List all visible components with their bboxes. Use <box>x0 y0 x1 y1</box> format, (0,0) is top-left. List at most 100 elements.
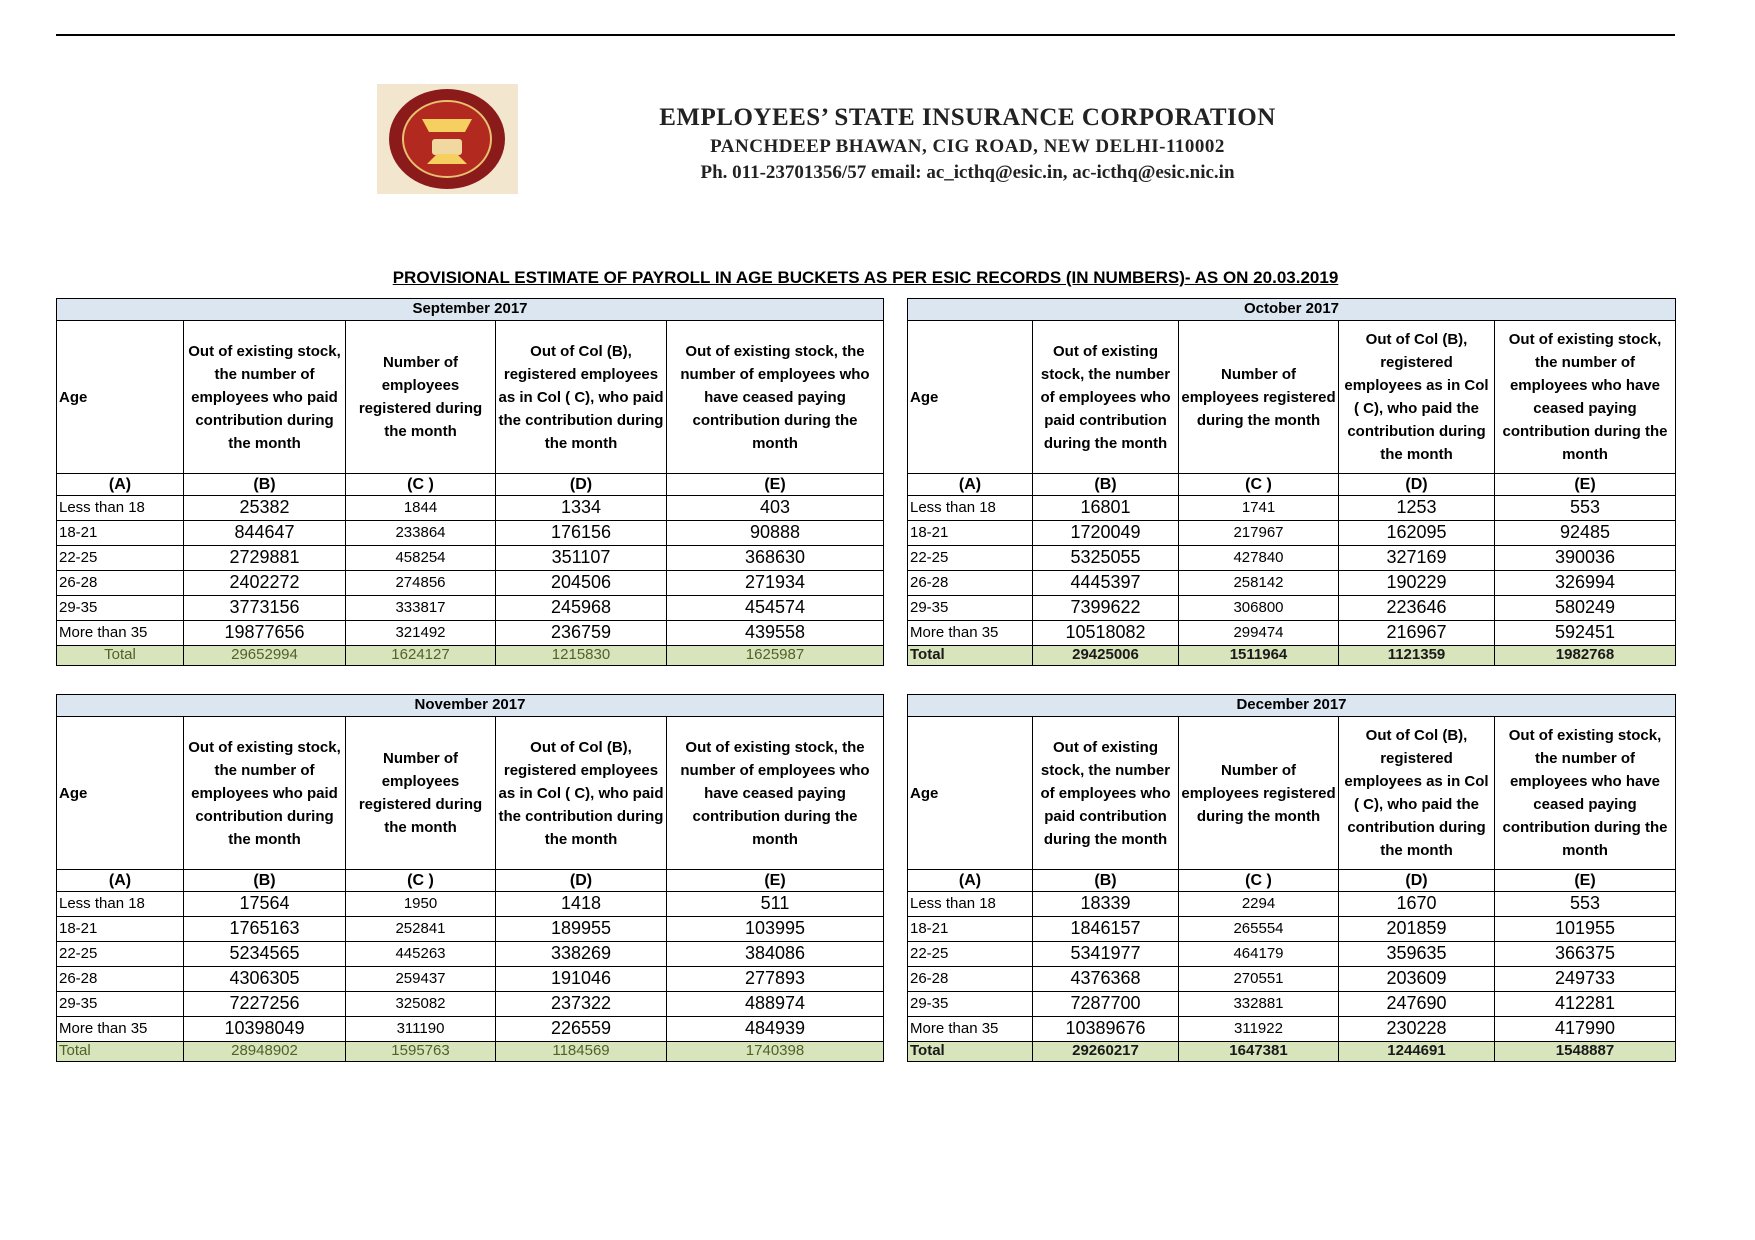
total-label: Total <box>907 1041 1033 1062</box>
age-bucket: More than 35 <box>56 1016 184 1042</box>
column-letter: (E) <box>666 869 884 892</box>
age-bucket: 29-35 <box>56 991 184 1017</box>
cell-b: 19877656 <box>183 620 346 646</box>
table-row: 26-28 4445397 258142 190229 326994 <box>907 570 1676 596</box>
table-row: 22-25 5341977 464179 359635 366375 <box>907 941 1676 967</box>
column-letter: (C ) <box>1178 869 1339 892</box>
column-header: Number of employees registered during th… <box>1178 320 1339 474</box>
total-c: 1647381 <box>1178 1041 1339 1062</box>
age-bucket: 18-21 <box>56 916 184 942</box>
total-d: 1121359 <box>1338 645 1495 666</box>
cell-b: 10518082 <box>1032 620 1179 646</box>
cell-e: 412281 <box>1494 991 1676 1017</box>
cell-b: 4376368 <box>1032 966 1179 992</box>
cell-d: 226559 <box>495 1016 667 1042</box>
table-row: Less than 18 18339 2294 1670 553 <box>907 891 1676 917</box>
cell-e: 90888 <box>666 520 884 546</box>
total-d: 1244691 <box>1338 1041 1495 1062</box>
total-label: Total <box>56 1041 184 1062</box>
cell-e: 454574 <box>666 595 884 621</box>
cell-b: 7287700 <box>1032 991 1179 1017</box>
column-letter: (A) <box>907 473 1033 496</box>
month-header: December 2017 <box>907 694 1676 717</box>
month-header: September 2017 <box>56 298 884 321</box>
cell-e: 277893 <box>666 966 884 992</box>
cell-b: 2402272 <box>183 570 346 596</box>
cell-c: 299474 <box>1178 620 1339 646</box>
table-row: Less than 18 17564 1950 1418 511 <box>56 891 884 917</box>
cell-d: 216967 <box>1338 620 1495 646</box>
column-header: Number of employees registered during th… <box>1178 716 1339 870</box>
total-b: 29425006 <box>1032 645 1179 666</box>
payroll-table-november-2017: November 2017 Age Out of existing stock, t… <box>56 694 884 1062</box>
cell-d: 1418 <box>495 891 667 917</box>
cell-b: 4445397 <box>1032 570 1179 596</box>
age-bucket: 29-35 <box>907 991 1033 1017</box>
table-row: 29-35 3773156 333817 245968 454574 <box>56 595 884 621</box>
cell-c: 332881 <box>1178 991 1339 1017</box>
column-header: Out of existing stock, the number of emp… <box>1032 320 1179 474</box>
total-b: 28948902 <box>183 1041 346 1062</box>
cell-b: 17564 <box>183 891 346 917</box>
age-bucket: Less than 18 <box>56 495 184 521</box>
age-bucket: 18-21 <box>56 520 184 546</box>
cell-b: 7227256 <box>183 991 346 1017</box>
cell-c: 333817 <box>345 595 496 621</box>
age-bucket: 26-28 <box>907 570 1033 596</box>
age-bucket: More than 35 <box>907 1016 1033 1042</box>
cell-c: 311190 <box>345 1016 496 1042</box>
age-bucket: Less than 18 <box>56 891 184 917</box>
cell-d: 351107 <box>495 545 667 571</box>
cell-e: 403 <box>666 495 884 521</box>
table-row: 29-35 7399622 306800 223646 580249 <box>907 595 1676 621</box>
cell-b: 10398049 <box>183 1016 346 1042</box>
total-d: 1215830 <box>495 645 667 666</box>
cell-d: 245968 <box>495 595 667 621</box>
column-letter: (B) <box>183 869 346 892</box>
age-bucket: 26-28 <box>56 570 184 596</box>
cell-d: 359635 <box>1338 941 1495 967</box>
column-header: Out of existing stock, the number of emp… <box>1494 320 1676 474</box>
column-header: Out of existing stock, the number of emp… <box>183 320 346 474</box>
cell-d: 1670 <box>1338 891 1495 917</box>
column-header: Age <box>907 716 1033 870</box>
cell-e: 511 <box>666 891 884 917</box>
cell-e: 249733 <box>1494 966 1676 992</box>
cell-b: 4306305 <box>183 966 346 992</box>
age-bucket: 18-21 <box>907 520 1033 546</box>
letterhead: EMPLOYEES’ STATE INSURANCE CORPORATION P… <box>560 104 1375 184</box>
column-letter: (E) <box>1494 869 1676 892</box>
table-row: More than 35 19877656 321492 236759 439558 <box>56 620 884 646</box>
cell-b: 18339 <box>1032 891 1179 917</box>
cell-d: 189955 <box>495 916 667 942</box>
cell-c: 445263 <box>345 941 496 967</box>
payroll-table-october-2017: October 2017 Age Out of existing stock, th… <box>907 298 1676 666</box>
cell-b: 1846157 <box>1032 916 1179 942</box>
cell-c: 325082 <box>345 991 496 1017</box>
cell-d: 338269 <box>495 941 667 967</box>
cell-d: 203609 <box>1338 966 1495 992</box>
cell-c: 233864 <box>345 520 496 546</box>
cell-b: 1765163 <box>183 916 346 942</box>
column-header: Out of existing stock, the number of emp… <box>183 716 346 870</box>
table-row: More than 35 10518082 299474 216967 592451 <box>907 620 1676 646</box>
cell-c: 259437 <box>345 966 496 992</box>
cell-d: 327169 <box>1338 545 1495 571</box>
cell-c: 1844 <box>345 495 496 521</box>
table-row: 22-25 2729881 458254 351107 368630 <box>56 545 884 571</box>
table-row: 18-21 1765163 252841 189955 103995 <box>56 916 884 942</box>
cell-b: 2729881 <box>183 545 346 571</box>
table-row: Less than 18 16801 1741 1253 553 <box>907 495 1676 521</box>
total-e: 1740398 <box>666 1041 884 1062</box>
cell-b: 5341977 <box>1032 941 1179 967</box>
table-row: 18-21 1720049 217967 162095 92485 <box>907 520 1676 546</box>
column-letter: (E) <box>1494 473 1676 496</box>
org-address: PANCHDEEP BHAWAN, CIG ROAD, NEW DELHI-11… <box>710 136 1225 157</box>
cell-e: 101955 <box>1494 916 1676 942</box>
column-header: Number of employees registered during th… <box>345 320 496 474</box>
total-label: Total <box>907 645 1033 666</box>
column-letter: (D) <box>1338 473 1495 496</box>
cell-c: 458254 <box>345 545 496 571</box>
cell-c: 1741 <box>1178 495 1339 521</box>
column-header: Out of existing stock, the number of emp… <box>1494 716 1676 870</box>
